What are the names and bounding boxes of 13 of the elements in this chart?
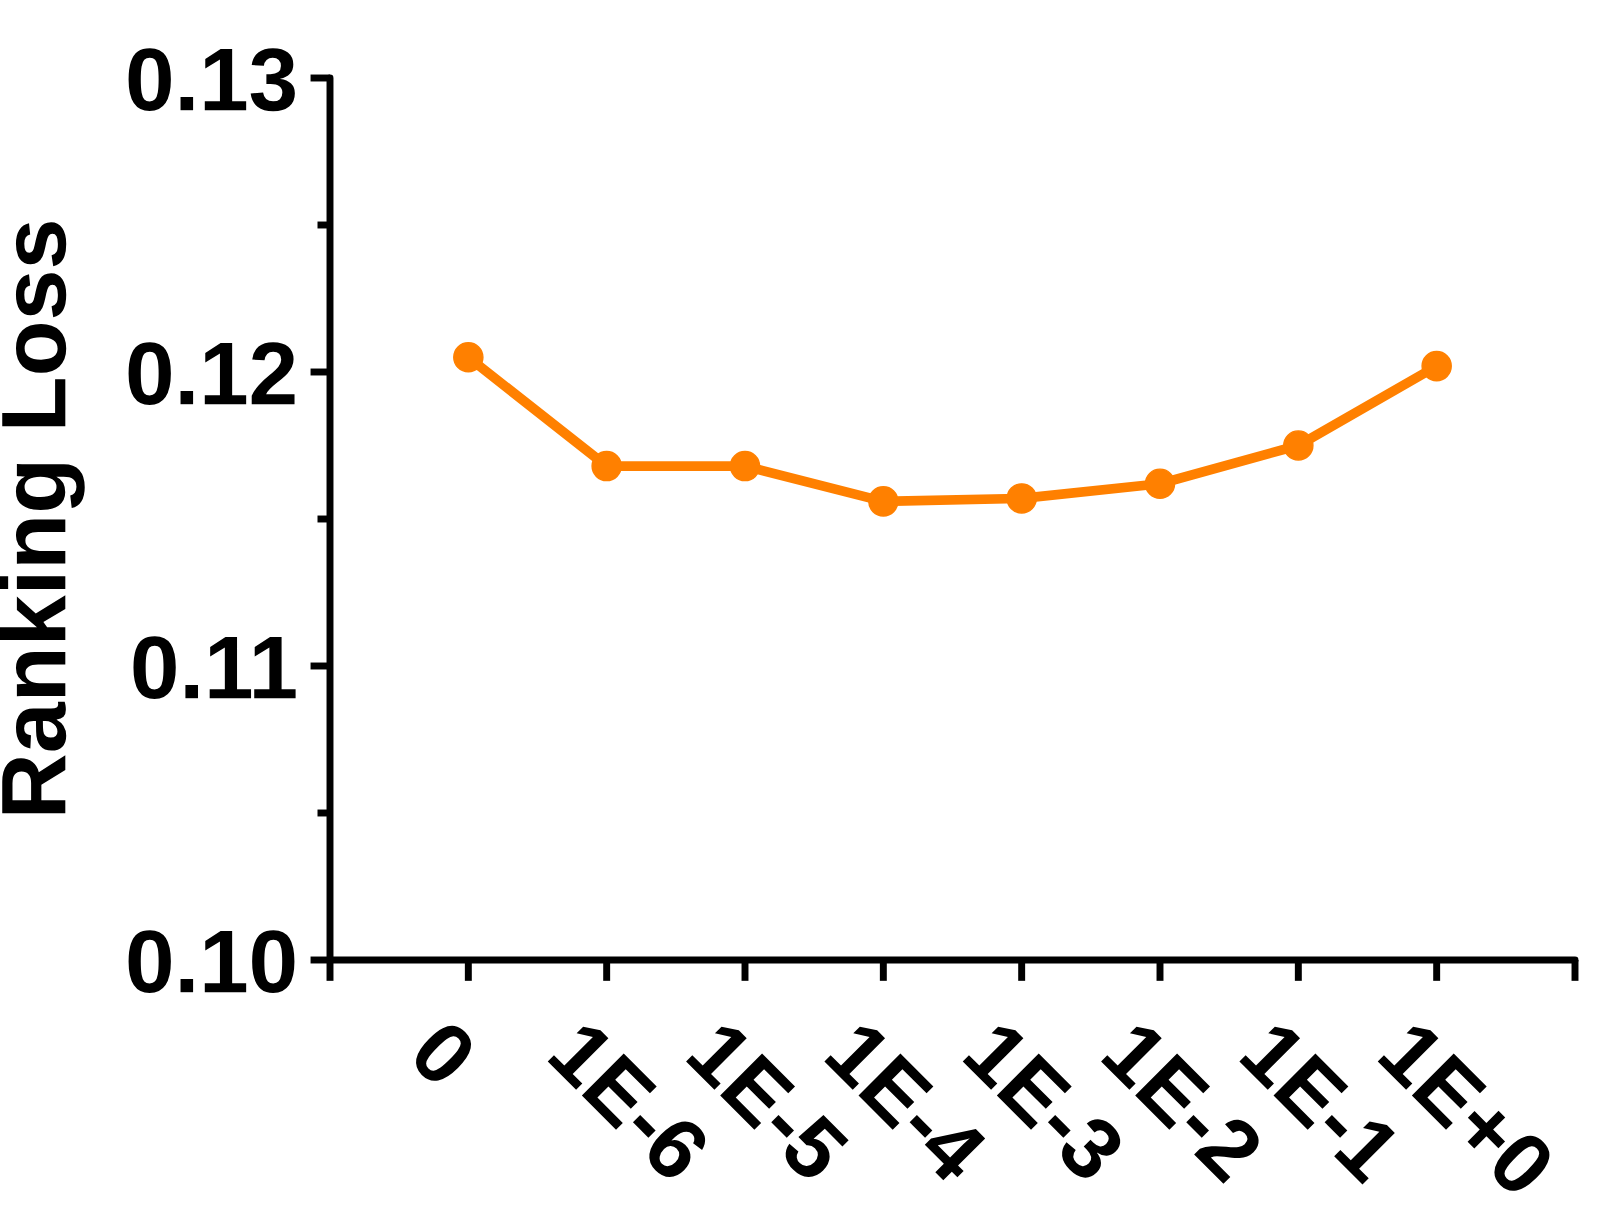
y-tick-label: 0.11 bbox=[133, 636, 296, 700]
y-tick-label: 0.13 bbox=[128, 48, 295, 112]
point bbox=[1283, 430, 1314, 461]
point bbox=[729, 450, 761, 482]
y-tick-label: 0.10 bbox=[128, 930, 295, 994]
point bbox=[868, 486, 899, 517]
point bbox=[1006, 483, 1037, 514]
point bbox=[1421, 350, 1452, 382]
point bbox=[453, 342, 484, 373]
point bbox=[1144, 468, 1176, 499]
y-tick-label: 0.12 bbox=[128, 342, 295, 406]
point bbox=[591, 450, 622, 482]
x-tick-label: 0 bbox=[407, 1017, 480, 1090]
